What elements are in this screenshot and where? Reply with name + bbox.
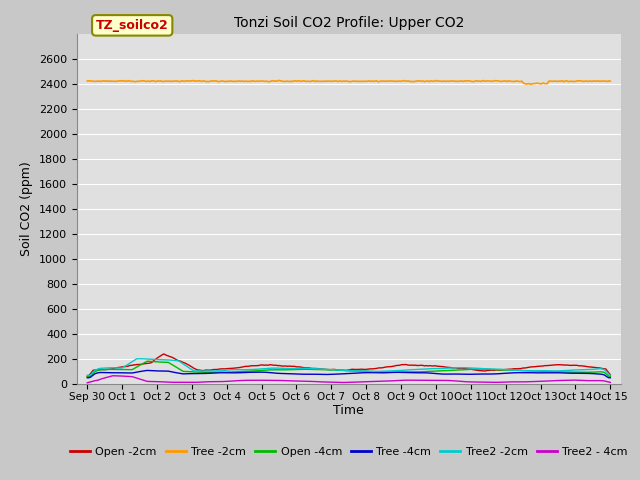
Text: TZ_soilco2: TZ_soilco2 bbox=[96, 19, 168, 32]
Legend: Open -2cm, Tree -2cm, Open -4cm, Tree -4cm, Tree2 -2cm, Tree2 - 4cm: Open -2cm, Tree -2cm, Open -4cm, Tree -4… bbox=[65, 442, 632, 461]
Title: Tonzi Soil CO2 Profile: Upper CO2: Tonzi Soil CO2 Profile: Upper CO2 bbox=[234, 16, 464, 30]
Y-axis label: Soil CO2 (ppm): Soil CO2 (ppm) bbox=[20, 161, 33, 256]
X-axis label: Time: Time bbox=[333, 405, 364, 418]
